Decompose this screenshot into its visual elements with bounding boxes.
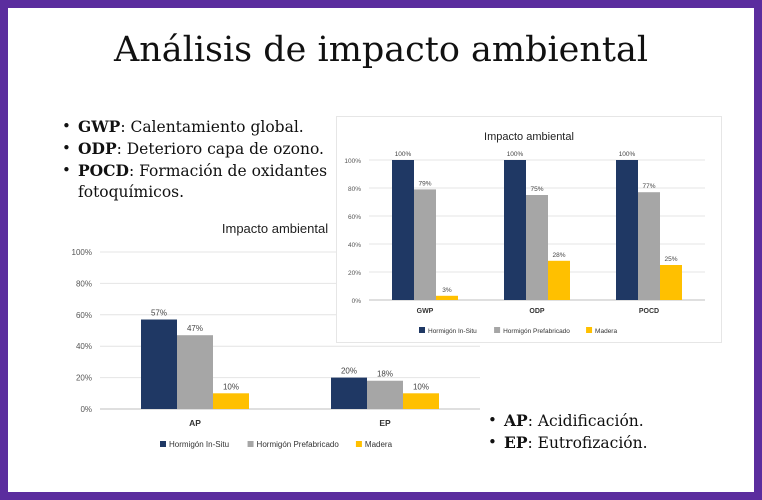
bar [331, 377, 367, 409]
x-tick-label: POCD [639, 308, 659, 315]
chart-gwp-odp-pocd: Impacto ambiental 0% 20% 40% 60% 80% 100% 100% 7… [336, 116, 722, 343]
bullet-text: : Eutrofización. [527, 434, 648, 452]
legend-entry: Hormigón Prefabricado [257, 440, 340, 449]
y-tick-label: 20% [76, 374, 92, 383]
bullet-list-top: GWP: Calentamiento global. ODP: Deterior… [60, 116, 350, 203]
data-label: 10% [413, 382, 429, 391]
legend-swatch [355, 441, 362, 447]
bullet-abbr: GWP [78, 117, 121, 136]
data-label: 100% [395, 151, 412, 158]
data-label: 18% [377, 370, 393, 379]
data-label: 77% [642, 183, 655, 190]
bullet-abbr: EP [504, 433, 528, 452]
bar [638, 192, 660, 300]
bullet-abbr: ODP [78, 139, 117, 158]
data-label: 3% [442, 287, 452, 294]
legend-entry: Madera [365, 440, 393, 449]
bar [504, 160, 526, 300]
legend-entry: Hormigón In-Situ [428, 328, 477, 335]
data-label: 100% [507, 151, 524, 158]
bullet-item: ODP: Deterioro capa de ozono. [60, 138, 350, 160]
bar [548, 260, 570, 300]
data-label: 20% [341, 367, 357, 376]
legend-entry: Hormigón Prefabricado [503, 328, 570, 335]
y-tick-label: 0% [80, 405, 92, 414]
bar [213, 393, 249, 409]
bullet-item: POCD: Formación de oxidantes fotoquímico… [60, 160, 350, 203]
bar [367, 380, 403, 409]
bar [436, 295, 458, 300]
y-tick-label: 40% [76, 342, 92, 351]
data-label: 28% [552, 252, 565, 259]
bullet-list-bottom: AP: Acidificación. EP: Eutrofización. [486, 410, 736, 454]
x-tick-label: ODP [529, 308, 545, 315]
bar [392, 160, 414, 300]
x-tick-label: AP [189, 418, 201, 428]
x-tick-label: EP [379, 418, 391, 428]
y-tick-label: 60% [76, 311, 92, 320]
bar [616, 160, 638, 300]
data-label: 100% [619, 151, 636, 158]
y-tick-label: 60% [348, 214, 361, 221]
y-tick-label: 40% [348, 242, 361, 249]
bullet-item: AP: Acidificación. [486, 410, 736, 432]
y-tick-label: 80% [76, 279, 92, 288]
data-label: 57% [151, 309, 167, 318]
bullet-text: : Deterioro capa de ozono. [116, 140, 324, 158]
data-label: 47% [187, 324, 203, 333]
data-label: 75% [530, 186, 543, 193]
chart-ap-ep-svg: Impacto ambiental 0% 20% 40% 60% 80% 100% 57% 47… [72, 221, 480, 449]
legend-swatch [160, 441, 166, 447]
y-tick-label: 100% [344, 158, 361, 165]
bullet-abbr: POCD [78, 161, 129, 180]
bullet-text: : Calentamiento global. [120, 118, 304, 136]
bullet-text: : Formación de oxidantes fotoquímicos. [78, 162, 328, 201]
chart-gwp-odp-pocd-svg: Impacto ambiental 0% 20% 40% 60% 80% 100% 100% 7… [344, 131, 705, 335]
y-tick-label: 100% [72, 248, 92, 257]
legend-swatch [494, 327, 501, 333]
y-tick-label: 0% [352, 298, 362, 305]
y-tick-label: 80% [348, 186, 361, 193]
y-tick-label: 20% [348, 270, 361, 277]
bullet-item: EP: Eutrofización. [486, 432, 736, 454]
slide-title: Análisis de impacto ambiental [113, 30, 649, 70]
bar [526, 195, 548, 300]
bar [414, 189, 436, 300]
chart-title: Impacto ambiental [484, 131, 574, 143]
legend-entry: Madera [595, 328, 617, 335]
bullet-text: : Acidificación. [527, 412, 644, 430]
data-label: 79% [418, 180, 431, 187]
legend-swatch [586, 327, 593, 333]
data-label: 10% [223, 382, 239, 391]
legend-swatch [419, 327, 425, 333]
bar [177, 335, 213, 409]
chart-title: Impacto ambiental [222, 221, 328, 236]
data-label: 25% [664, 256, 677, 263]
bullet-item: GWP: Calentamiento global. [60, 116, 350, 138]
bullet-abbr: AP [504, 411, 528, 430]
bar [403, 393, 439, 409]
bar [141, 319, 177, 409]
bar [660, 265, 682, 300]
legend-entry: Hormigón In-Situ [169, 440, 229, 449]
x-tick-label: GWP [417, 308, 434, 315]
slide: Análisis de impacto ambiental GWP: Calen… [8, 8, 754, 492]
legend-swatch [247, 441, 254, 447]
